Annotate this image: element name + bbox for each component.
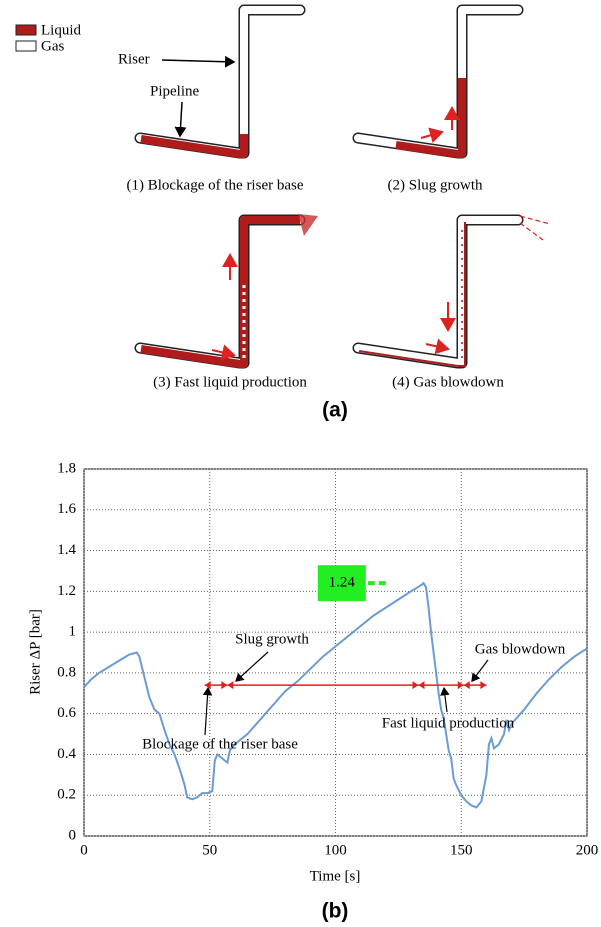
phase-label: Slug growth [235,631,309,647]
stage-label: (3) Fast liquid production [153,374,307,390]
x-axis-label: Time [s] [310,868,361,884]
pipe-diagram [140,214,318,364]
figure: Liquid Gas Riser Pipeline (1 [0,0,601,927]
legend-swatch [16,25,36,35]
legend-label: Gas [41,38,64,54]
stage-label: (4) Gas blowdown [392,374,504,390]
y-tick-label: 1.8 [57,460,76,476]
y-tick-label: 0.6 [57,705,76,721]
y-tick-label: 1 [69,624,77,640]
pipe-diagram [358,216,550,366]
stage-label: (1) Blockage of the riser base [126,177,303,193]
pipeline-label: Pipeline [150,83,200,99]
y-tick-label: 1.4 [57,542,76,558]
legend-swatch [16,41,36,51]
y-tick-label: 0 [69,827,77,843]
x-tick-label: 150 [450,842,473,858]
pipe-diagram [358,10,518,154]
phase-label: Fast liquid production [382,715,515,731]
chart: 0 0.2 0.4 0.6 0.8 1 1.2 1.4 1.6 1.8 0 50 100 150 200 Bl… [57,460,598,858]
pipe-diagram: Riser Pipeline [118,10,300,154]
y-tick-label: 1.2 [57,583,76,599]
riser-label: Riser [118,51,150,67]
y-axis-label: Riser ΔP [bar] [27,609,43,695]
peak-label: 1.24 [329,575,356,591]
stage-label: (2) Slug growth [388,177,483,193]
panel-caption: (a) [322,399,348,422]
y-tick-label: 0.4 [57,746,76,762]
y-tick-label: 0.2 [57,787,76,803]
y-tick-label: 0.8 [57,664,76,680]
x-tick-label: 50 [202,842,217,858]
panel-caption: (b) [322,900,349,923]
y-tick-label: 1.6 [57,501,76,517]
phase-label: Gas blowdown [475,641,566,657]
phase-label: Blockage of the riser base [142,736,298,752]
x-tick-label: 200 [576,842,599,858]
x-tick-label: 100 [324,842,347,858]
legend-label: Liquid [41,22,81,38]
x-tick-label: 0 [80,842,88,858]
